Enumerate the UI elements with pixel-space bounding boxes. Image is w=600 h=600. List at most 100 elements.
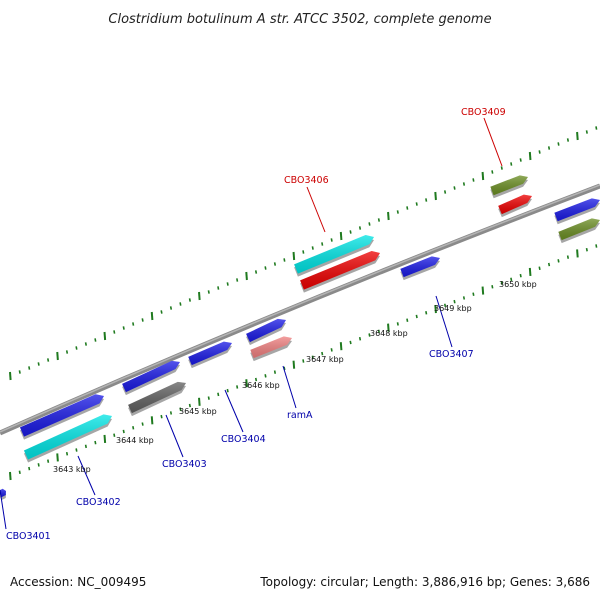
inner-tick	[510, 277, 513, 282]
inner-tick	[434, 304, 437, 314]
kbp-label: 3649 kbp	[434, 304, 472, 313]
inner-tick	[330, 348, 333, 352]
gene-label[interactable]: CBO3407	[429, 349, 474, 360]
gene-label[interactable]: CBO3401	[6, 531, 51, 542]
inner-tick	[18, 470, 21, 475]
leader-line	[224, 389, 244, 433]
gene-feature-arrow[interactable]	[490, 175, 528, 199]
gene-labels: CBO3401 CBO3402 CBO3403 CBO3404 ramA CBO3406 C…	[6, 107, 506, 542]
outer-tick	[311, 246, 314, 250]
inner-tick	[387, 323, 390, 332]
gene-feature-arrow[interactable]	[246, 318, 286, 346]
inner-tick	[103, 434, 107, 443]
label-leaders	[0, 117, 503, 530]
inner-tick	[37, 463, 40, 467]
inner-tick	[113, 433, 116, 437]
gene-label[interactable]: ramA	[287, 410, 313, 421]
outer-tick	[368, 222, 371, 226]
inner-tick	[75, 448, 78, 452]
outer-tick	[519, 158, 522, 162]
gene-feature-arrow[interactable]	[498, 194, 532, 218]
outer-tick	[510, 162, 513, 166]
gene-label[interactable]: CBO3406	[284, 175, 329, 186]
outer-tick	[302, 250, 305, 254]
outer-tick	[443, 190, 447, 194]
kbp-label: 3645 kbp	[179, 407, 217, 416]
gene-feature-arrow[interactable]	[250, 336, 292, 362]
genome-summary-text: Topology: circular; Length: 3,886,916 bp…	[259, 575, 590, 589]
inner-tick	[528, 267, 532, 277]
inner-tick	[84, 444, 87, 449]
inner-tick	[94, 440, 97, 445]
accession-text: Accession: NC_009495	[10, 575, 146, 589]
gene-feature-arrow[interactable]	[23, 414, 112, 463]
leader-line	[165, 414, 184, 458]
outer-tick	[94, 338, 97, 342]
outer-tick	[321, 242, 324, 246]
outer-tick	[387, 211, 390, 221]
gene-feature-arrow[interactable]	[554, 198, 600, 225]
outer-tick	[595, 126, 598, 130]
leader-line	[435, 295, 453, 348]
gene-feature-arrow[interactable]	[300, 251, 380, 293]
outer-tick	[425, 198, 428, 202]
outer-tick	[37, 362, 40, 366]
inner-tick	[566, 255, 570, 259]
inner-tick	[207, 396, 210, 400]
outer-tick	[141, 318, 144, 322]
inner-tick	[198, 397, 201, 406]
outer-tick	[254, 270, 258, 274]
outer-tick	[75, 346, 78, 350]
outer-tick	[217, 286, 220, 290]
inner-tick	[396, 322, 399, 326]
gene-feature-arrow[interactable]	[558, 218, 600, 244]
inner-tick	[264, 374, 267, 378]
outer-tick	[226, 282, 229, 286]
outer-tick	[103, 331, 107, 341]
kbp-label: 3648 kbp	[370, 329, 408, 338]
outer-tick	[273, 262, 277, 266]
inner-tick	[122, 429, 125, 434]
inner-tick	[377, 329, 380, 334]
outer-tick	[528, 151, 532, 161]
genome-backbone-highlight	[0, 184, 600, 433]
inner-tick	[132, 426, 135, 430]
inner-tick	[339, 342, 343, 351]
outer-tick	[500, 166, 503, 170]
outer-tick	[179, 302, 182, 306]
outer-tick	[415, 202, 418, 206]
outer-tick	[472, 178, 475, 182]
outer-tick	[491, 170, 494, 174]
outer-tick	[538, 150, 541, 154]
gene-feature-arrow[interactable]	[128, 381, 186, 417]
inner-tick	[292, 360, 296, 369]
inner-tick	[472, 292, 475, 296]
outer-tick	[264, 266, 267, 270]
gene-label[interactable]: CBO3403	[162, 459, 207, 470]
outer-tick	[160, 310, 163, 314]
outer-tick	[236, 278, 239, 282]
gene-feature-arrow[interactable]	[400, 256, 440, 281]
inner-tick	[453, 299, 456, 304]
leader-line	[0, 489, 7, 530]
inner-tick	[585, 247, 588, 252]
inner-tick	[368, 333, 371, 337]
gene-feature-arrow[interactable]	[188, 341, 232, 369]
outer-tick	[245, 271, 248, 281]
inner-tick	[311, 355, 314, 360]
gene-feature-arrow[interactable]	[19, 394, 104, 440]
outer-tick	[462, 182, 466, 186]
gene-label[interactable]: CBO3409	[461, 107, 506, 118]
inner-tick	[462, 296, 466, 300]
outer-tick	[132, 322, 135, 326]
inner-tick	[273, 370, 277, 374]
outer-tick	[585, 130, 588, 134]
gene-label[interactable]: CBO3404	[221, 434, 266, 445]
gene-feature-arrow[interactable]	[294, 235, 374, 277]
gene-feature-arrow[interactable]	[122, 360, 180, 396]
inner-tick	[406, 318, 409, 322]
outer-tick	[9, 371, 12, 381]
outer-tick	[349, 230, 352, 234]
gene-label[interactable]: CBO3402	[76, 497, 121, 508]
outer-tick	[576, 131, 579, 141]
